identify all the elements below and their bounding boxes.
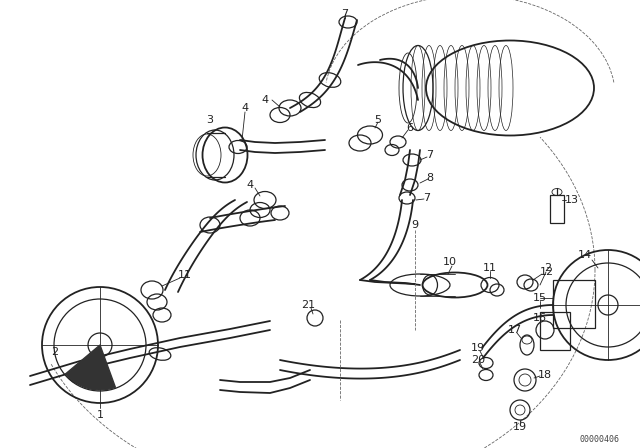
Text: 2: 2 <box>51 347 59 357</box>
Text: 6: 6 <box>406 123 413 133</box>
Text: 12: 12 <box>540 267 554 277</box>
Text: 17: 17 <box>508 325 522 335</box>
Text: 8: 8 <box>426 173 433 183</box>
Text: 1: 1 <box>97 410 104 420</box>
Text: 7: 7 <box>426 150 433 160</box>
Text: 7: 7 <box>341 9 349 19</box>
Wedge shape <box>65 345 115 390</box>
Text: 18: 18 <box>538 370 552 380</box>
Text: 3: 3 <box>207 115 214 125</box>
Text: 4: 4 <box>246 180 253 190</box>
Text: 19: 19 <box>513 422 527 432</box>
Text: 16: 16 <box>533 313 547 323</box>
Bar <box>540 312 570 350</box>
Text: 11: 11 <box>178 270 192 280</box>
Text: 14: 14 <box>578 250 592 260</box>
Text: 13: 13 <box>565 195 579 205</box>
Text: 9: 9 <box>412 220 419 230</box>
Text: 19: 19 <box>471 343 485 353</box>
Text: 7: 7 <box>424 193 431 203</box>
Text: 00000406: 00000406 <box>580 435 620 444</box>
Bar <box>550 195 564 223</box>
Text: 21: 21 <box>301 300 315 310</box>
Text: 11: 11 <box>483 263 497 273</box>
Text: 5: 5 <box>374 115 381 125</box>
Text: 2: 2 <box>545 263 552 273</box>
Text: 20: 20 <box>471 355 485 365</box>
Bar <box>553 280 595 328</box>
Text: 4: 4 <box>261 95 269 105</box>
Text: 15: 15 <box>533 293 547 303</box>
Text: 4: 4 <box>241 103 248 113</box>
Text: 10: 10 <box>443 257 457 267</box>
